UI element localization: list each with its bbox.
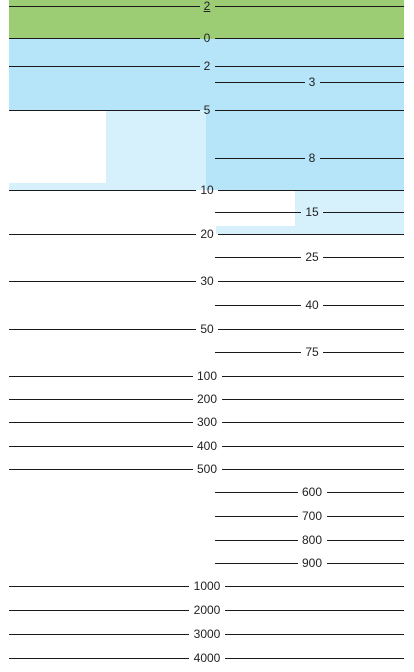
depth-line-left-right <box>221 376 404 377</box>
depth-line-right-left <box>215 563 298 564</box>
depth-label: 2 <box>203 0 211 13</box>
depth-line-right-right <box>323 305 404 306</box>
depth-label: 500 <box>196 462 218 476</box>
depth-line-left-left <box>9 190 196 191</box>
depth-line-right-left <box>215 492 298 493</box>
depth-label: 800 <box>301 533 323 547</box>
depth-line-left-right <box>221 422 404 423</box>
depth-label: 5 <box>203 103 211 117</box>
depth-line-right-right <box>326 563 404 564</box>
depth-label: 8 <box>308 151 316 165</box>
depth-label: 50 <box>200 322 214 336</box>
depth-label: 4000 <box>193 651 221 665</box>
depth-label: 100 <box>196 369 218 383</box>
depth-line-left-right <box>214 6 404 7</box>
depth-label: 25 <box>305 250 319 264</box>
depth-line-left-right <box>221 469 404 470</box>
depth-line-left-right <box>218 329 404 330</box>
depth-line-right-right <box>319 82 404 83</box>
depth-line-left-right <box>218 190 404 191</box>
depth-line-right-left <box>215 82 305 83</box>
depth-line-right-right <box>326 516 404 517</box>
depth-line-right-left <box>215 257 301 258</box>
depth-label: 10 <box>200 183 214 197</box>
depth-line-left-right <box>225 634 404 635</box>
depth-line-left-right <box>221 399 404 400</box>
depth-label: 1000 <box>193 579 221 593</box>
depth-line-left-left <box>9 281 196 282</box>
depth-line-left-left <box>9 38 200 39</box>
depth-line-right-right <box>326 540 404 541</box>
depth-label: 3 <box>308 75 316 89</box>
depth-label: 75 <box>305 345 319 359</box>
depth-line-right-right <box>323 257 404 258</box>
depth-line-left-left <box>9 66 200 67</box>
depth-label: 600 <box>301 485 323 499</box>
depth-line-left-left <box>9 329 196 330</box>
water-band-right <box>206 110 404 190</box>
depth-line-right-left <box>215 352 301 353</box>
depth-line-left-left <box>9 399 193 400</box>
depth-line-left-left <box>9 610 189 611</box>
depth-line-right-left <box>215 158 305 159</box>
depth-line-right-left <box>215 212 301 213</box>
water-band-shallow <box>9 39 404 111</box>
depth-label: 0 <box>203 31 211 45</box>
depth-line-left-left <box>9 446 193 447</box>
water-band-light-middle <box>106 110 206 190</box>
depth-label: 2000 <box>193 603 221 617</box>
depth-line-left-left <box>9 110 200 111</box>
depth-line-right-right <box>323 352 404 353</box>
depth-line-right-right <box>319 158 404 159</box>
depth-line-right-left <box>215 516 298 517</box>
depth-label: 2 <box>203 59 211 73</box>
depth-label: 30 <box>200 274 214 288</box>
depth-line-left-right <box>214 38 404 39</box>
depth-line-left-right <box>221 446 404 447</box>
depth-line-left-right <box>214 66 404 67</box>
depth-line-left-right <box>225 586 404 587</box>
depth-line-left-right <box>218 281 404 282</box>
depth-line-left-left <box>9 658 189 659</box>
depth-label: 40 <box>305 298 319 312</box>
depth-label: 3000 <box>193 627 221 641</box>
depth-label: 15 <box>305 205 319 219</box>
depth-line-left-left <box>9 469 193 470</box>
depth-label: 300 <box>196 415 218 429</box>
depth-line-right-right <box>326 492 404 493</box>
depth-line-left-left <box>9 376 193 377</box>
depth-line-left-left <box>9 234 196 235</box>
depth-line-right-right <box>323 212 404 213</box>
depth-label: 400 <box>196 439 218 453</box>
water-band-light-strip <box>216 226 295 234</box>
depth-line-right-left <box>215 540 298 541</box>
depth-line-left-left <box>9 422 193 423</box>
depth-line-right-left <box>215 305 301 306</box>
depth-line-left-right <box>225 610 404 611</box>
depth-label: 700 <box>301 509 323 523</box>
depth-line-left-left <box>9 634 189 635</box>
depth-line-left-right <box>218 234 404 235</box>
depth-label: 200 <box>196 392 218 406</box>
water-band-light-left <box>9 183 106 190</box>
depth-line-left-right <box>214 110 404 111</box>
depth-label: 900 <box>301 556 323 570</box>
depth-line-left-left <box>9 6 200 7</box>
depth-label: 20 <box>200 227 214 241</box>
depth-line-left-right <box>225 658 404 659</box>
depth-line-left-left <box>9 586 189 587</box>
